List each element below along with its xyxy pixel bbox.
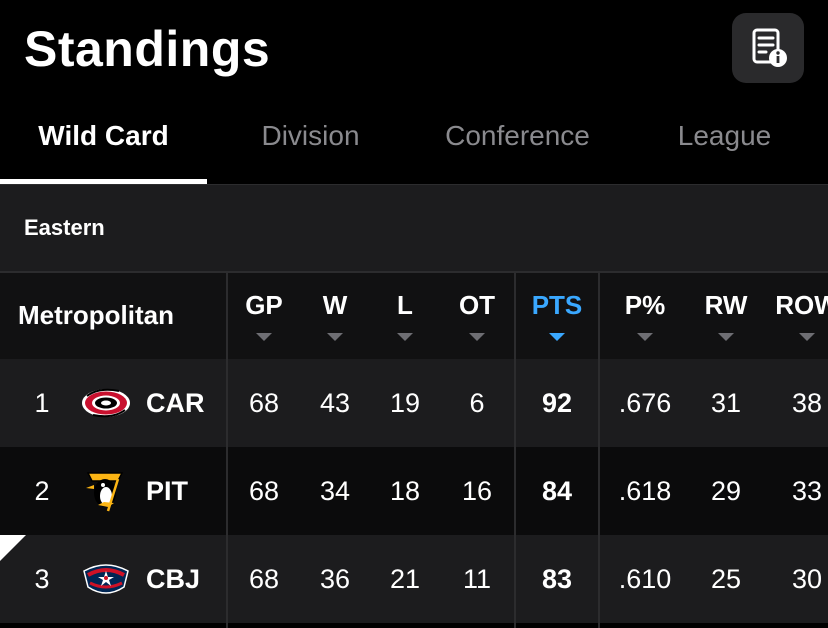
column-header-l[interactable]: L bbox=[370, 271, 440, 359]
document-info-icon bbox=[752, 28, 787, 67]
tab-wild-card[interactable]: Wild Card bbox=[38, 120, 169, 151]
stat-rw: 31 bbox=[710, 387, 742, 418]
stat-pct: .618 bbox=[618, 475, 672, 506]
stat-pct: .676 bbox=[618, 387, 672, 418]
stat-w: 36 bbox=[319, 563, 351, 594]
stat-w: 34 bbox=[319, 475, 351, 506]
team-abbreviation: CBJ bbox=[146, 563, 201, 594]
column-header-w[interactable]: W bbox=[300, 271, 370, 359]
column-header-label: P% bbox=[624, 289, 666, 320]
column-divider bbox=[514, 271, 516, 628]
column-divider bbox=[598, 271, 600, 628]
stat-w: 43 bbox=[319, 387, 351, 418]
conference-header: Eastern bbox=[0, 185, 828, 271]
stat-l: 19 bbox=[389, 387, 421, 418]
blue-jackets-logo-icon bbox=[78, 553, 134, 605]
table-row[interactable]: 1 CAR 68 43 19 6 92 .676 31 38 bbox=[0, 359, 828, 447]
stat-row: 33 bbox=[791, 475, 823, 506]
penguins-logo-icon bbox=[78, 465, 134, 517]
tab-division[interactable]: Division bbox=[261, 120, 360, 151]
team-rank: 3 bbox=[34, 563, 50, 594]
column-header-label: RW bbox=[704, 289, 748, 320]
stat-l: 21 bbox=[389, 563, 421, 594]
column-header-label: PTS bbox=[531, 289, 583, 320]
stat-ot: 11 bbox=[462, 563, 492, 594]
stat-ot: 16 bbox=[461, 475, 493, 506]
sort-caret-icon bbox=[256, 332, 272, 341]
stat-gp: 68 bbox=[248, 387, 280, 418]
stat-rw: 25 bbox=[710, 563, 742, 594]
sort-caret-icon bbox=[718, 332, 734, 341]
column-header-pct[interactable]: P% bbox=[600, 271, 690, 359]
division-group-label: Metropolitan bbox=[18, 299, 174, 330]
stat-l: 18 bbox=[389, 475, 421, 506]
column-header-gp[interactable]: GP bbox=[228, 271, 300, 359]
team-rank: 1 bbox=[34, 387, 50, 418]
sort-caret-icon bbox=[637, 332, 653, 341]
stat-ot: 6 bbox=[469, 387, 485, 418]
stat-pts: 83 bbox=[541, 563, 573, 594]
sort-caret-icon bbox=[469, 332, 485, 341]
sort-caret-icon bbox=[549, 332, 565, 341]
page-title: Standings bbox=[24, 21, 271, 77]
playoff-line-marker bbox=[0, 535, 26, 561]
table-header-row: Metropolitan GP W L OT PTS P% RW ROW bbox=[0, 271, 828, 359]
stat-gp: 68 bbox=[248, 475, 280, 506]
stat-gp: 68 bbox=[248, 563, 280, 594]
sort-caret-icon bbox=[327, 332, 343, 341]
stat-row: 38 bbox=[791, 387, 823, 418]
standings-info-button[interactable] bbox=[732, 13, 804, 83]
stat-pct: .610 bbox=[618, 563, 672, 594]
sort-caret-icon bbox=[397, 332, 413, 341]
column-header-pts[interactable]: PTS bbox=[516, 271, 598, 359]
tab-league[interactable]: League bbox=[677, 120, 772, 151]
column-header-label: W bbox=[322, 289, 348, 320]
column-header-label: OT bbox=[458, 289, 496, 320]
standings-table: Metropolitan GP W L OT PTS P% RW ROW 1 bbox=[0, 271, 828, 628]
column-divider bbox=[226, 271, 228, 628]
column-header-row[interactable]: ROW bbox=[772, 271, 828, 359]
column-header-label: ROW bbox=[775, 289, 828, 320]
stat-pts: 92 bbox=[541, 387, 573, 418]
tabs-divider bbox=[0, 184, 828, 185]
sort-caret-icon bbox=[799, 332, 815, 341]
row-divider bbox=[0, 271, 828, 273]
stat-pts: 84 bbox=[541, 475, 573, 506]
column-header-rw[interactable]: RW bbox=[690, 271, 762, 359]
column-header-label: L bbox=[397, 289, 413, 320]
column-header-ot[interactable]: OT bbox=[440, 271, 514, 359]
table-row[interactable]: 2 PIT 68 34 18 16 84 .618 29 33 bbox=[0, 447, 828, 535]
team-abbreviation: PIT bbox=[146, 475, 189, 506]
stat-row: 30 bbox=[791, 563, 823, 594]
column-header-label: GP bbox=[245, 289, 283, 320]
standings-tabs: Wild Card Division Conference League bbox=[0, 110, 828, 185]
team-rank: 2 bbox=[34, 475, 50, 506]
tab-conference[interactable]: Conference bbox=[445, 120, 590, 151]
table-row[interactable]: 3 CBJ 68 36 21 11 83 .610 25 30 bbox=[0, 535, 828, 623]
hurricanes-logo-icon bbox=[78, 377, 134, 429]
conference-label: Eastern bbox=[24, 215, 105, 240]
stat-rw: 29 bbox=[710, 475, 742, 506]
team-abbreviation: CAR bbox=[146, 387, 205, 418]
active-tab-indicator bbox=[0, 179, 207, 184]
